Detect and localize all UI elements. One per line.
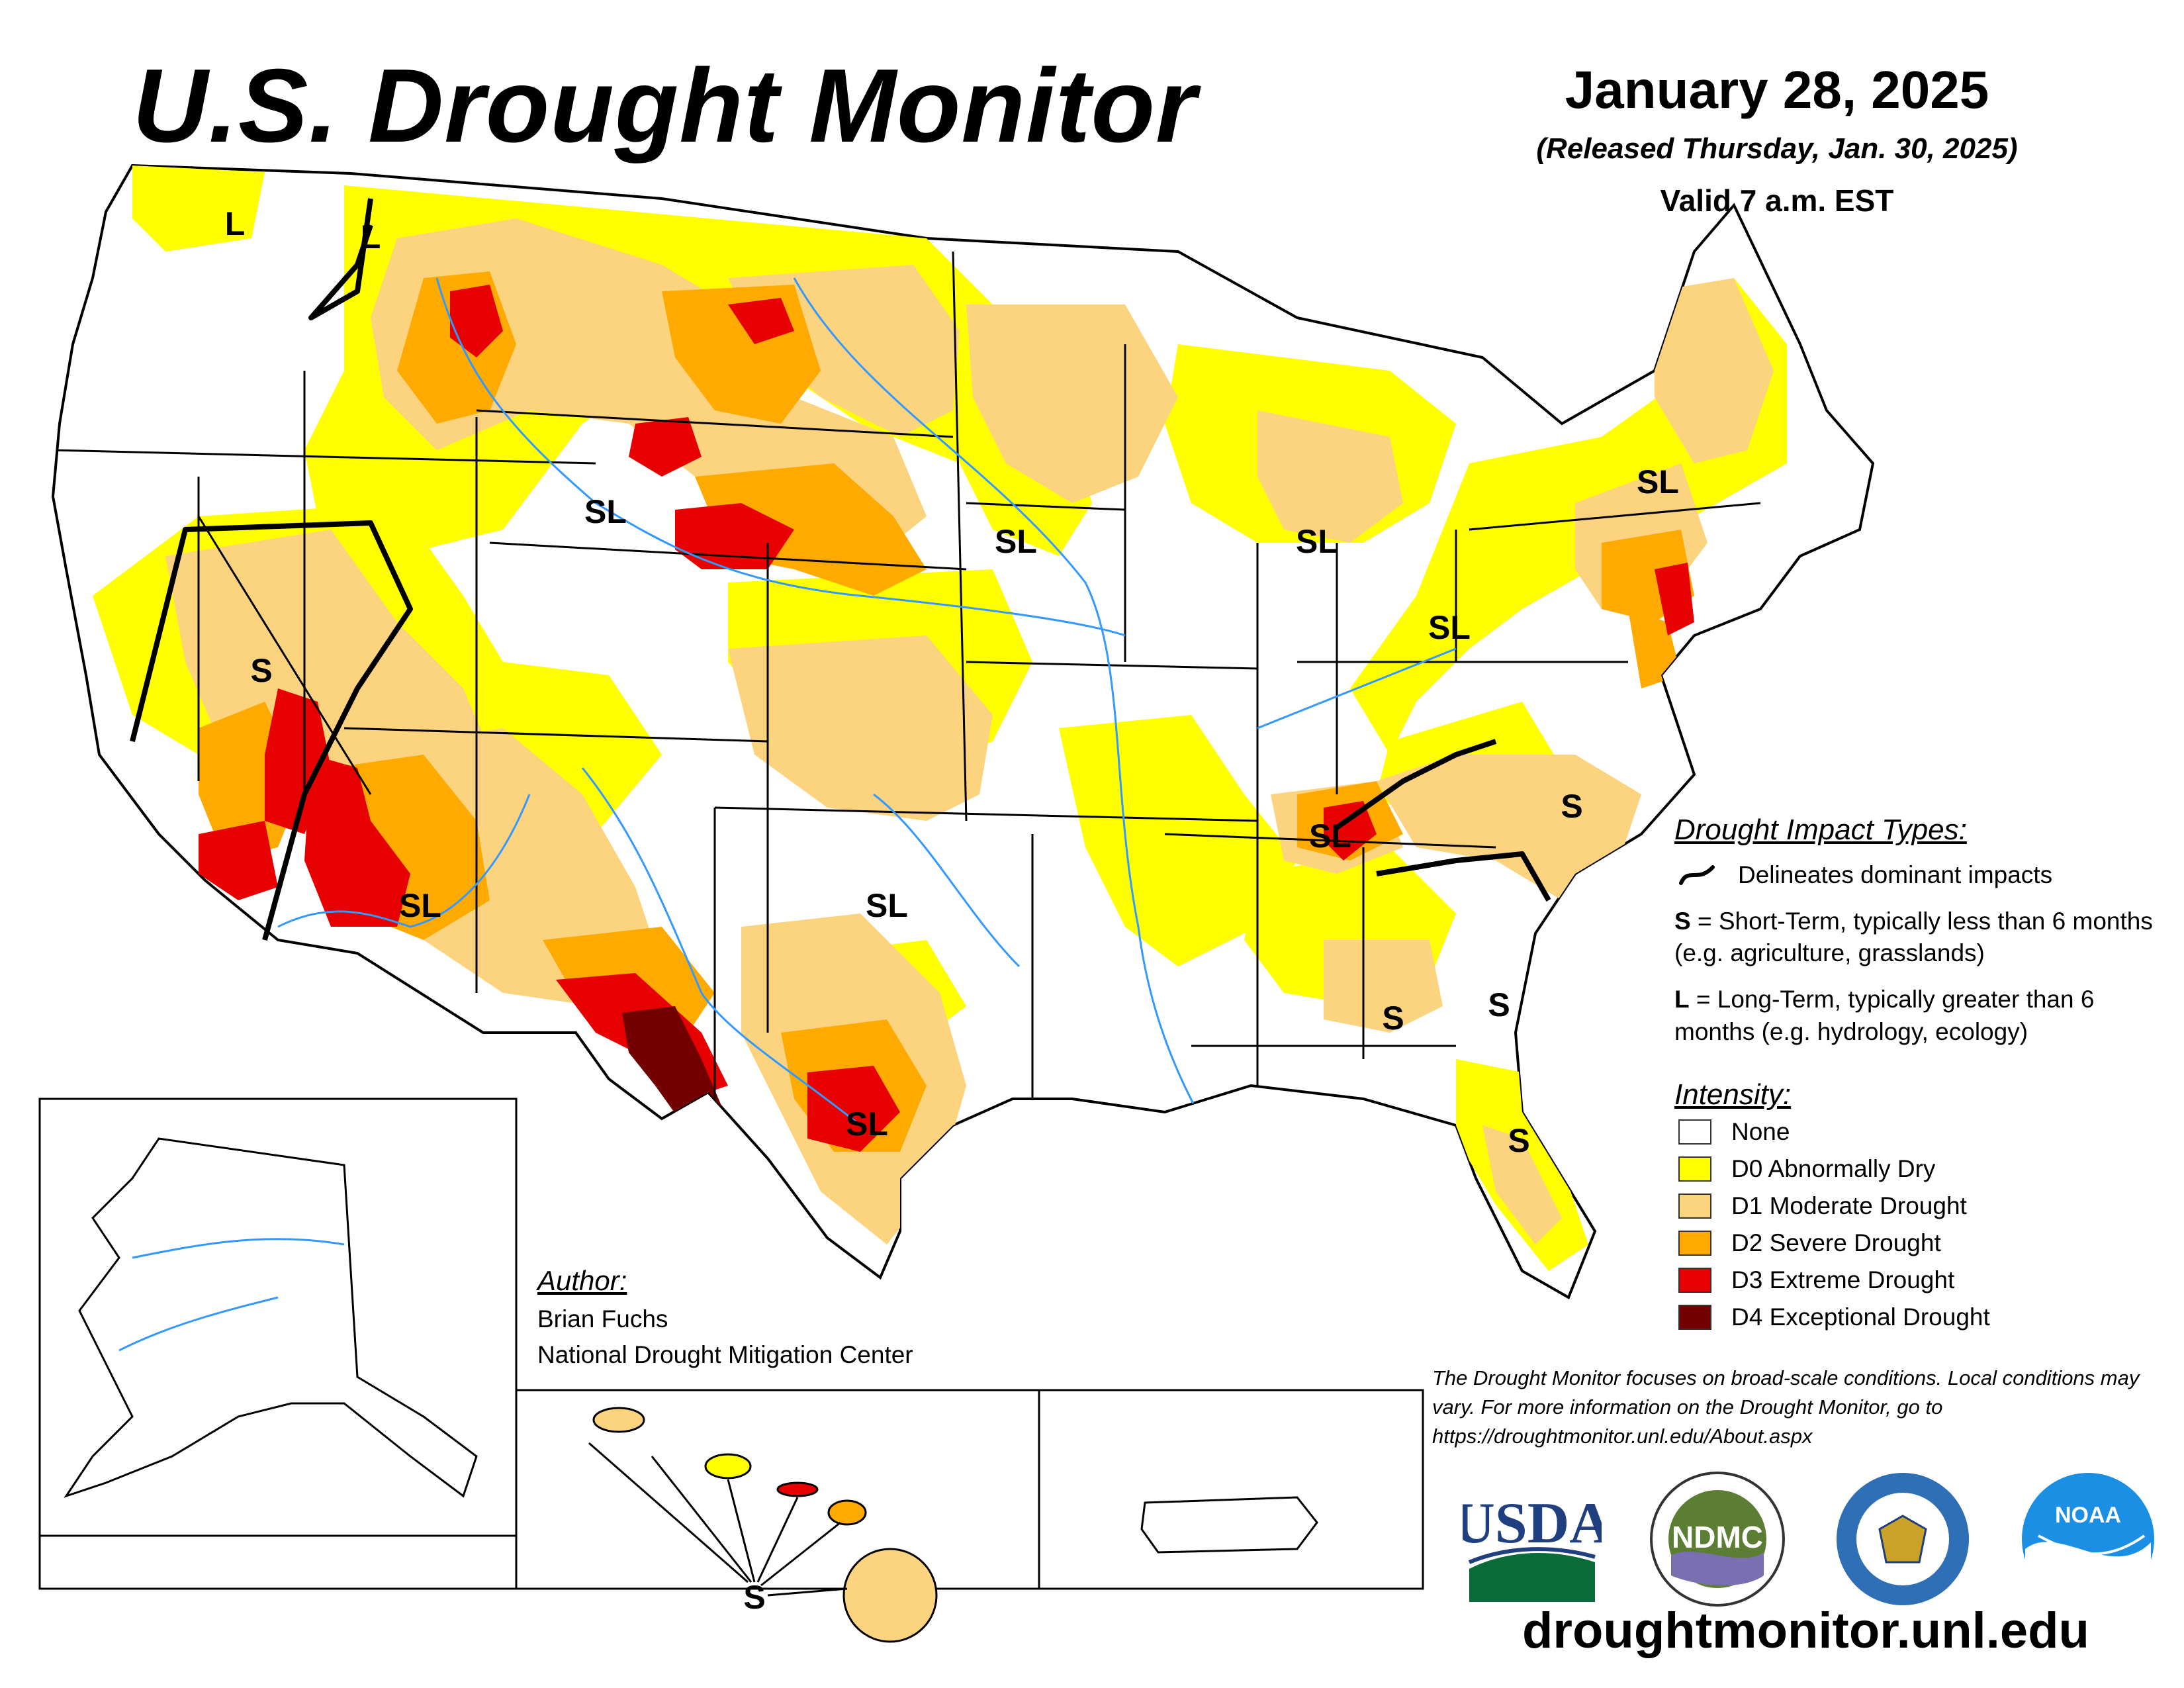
- intensity-heading: Intensity:: [1674, 1078, 1792, 1111]
- release-date: (Released Thursday, Jan. 30, 2025): [1536, 132, 2018, 165]
- map-title: U.S. Drought Monitor: [132, 48, 1197, 164]
- author-name: Brian Fuchs: [537, 1305, 668, 1333]
- label-fl-s: S: [1508, 1122, 1529, 1159]
- legend: Drought Impact Types: Delineates dominan…: [1674, 811, 2177, 1336]
- label-wv-sl: SL: [1428, 609, 1471, 646]
- alaska-rivers: [118, 1238, 345, 1352]
- intensity-row-d2: D2 Severe Drought: [1674, 1225, 2177, 1262]
- partner-logos: USDA NDMC NOAA: [1449, 1470, 2177, 1622]
- intensity-label: D4 Exceptional Drought: [1731, 1303, 1990, 1331]
- noaa-logo: NOAA: [2022, 1473, 2154, 1608]
- label-mi-sl: SL: [1296, 523, 1338, 560]
- impact-delineation-lines: [130, 198, 1551, 941]
- label-nc-s: S: [1561, 788, 1582, 825]
- alaska-shape: [64, 1137, 478, 1498]
- delineation-label: Delineates dominant impacts: [1738, 861, 2053, 889]
- delineation-line-icon: [1679, 865, 1715, 886]
- author-organization: National Drought Mitigation Center: [537, 1340, 913, 1368]
- ndmc-wordmark: NDMC: [1672, 1520, 1763, 1554]
- date-block: January 28, 2025 (Released Thursday, Jan…: [1443, 60, 2111, 218]
- swatch-none: [1678, 1119, 1711, 1145]
- rivers: [277, 277, 1457, 1127]
- usda-wordmark: USDA: [1463, 1491, 1602, 1556]
- website-url[interactable]: droughtmonitor.unl.edu: [1522, 1603, 2089, 1659]
- long-term-key: L: [1674, 986, 1690, 1013]
- intensity-label: D2 Severe Drought: [1731, 1229, 1941, 1256]
- noaa-wordmark: NOAA: [2055, 1503, 2121, 1528]
- short-term-key: S: [1674, 908, 1691, 935]
- label-ia-sl: SL: [995, 523, 1037, 560]
- label-wa-l: L: [225, 205, 246, 242]
- delineation-legend-row: Delineates dominant impacts: [1674, 859, 2177, 891]
- label-hi-s: S: [743, 1579, 765, 1616]
- long-term-text: = Long-Term, typically greater than 6 mo…: [1674, 986, 2095, 1045]
- puerto-rico-inset-frame: [1038, 1389, 1424, 1590]
- label-ok-sl: SL: [866, 887, 908, 924]
- commerce-logo: [1837, 1473, 1969, 1605]
- label-ga-s: S: [1488, 986, 1510, 1023]
- drought-areas: [93, 165, 1787, 1271]
- swatch-d3: [1678, 1267, 1711, 1293]
- impact-labels: L L SL SL SL SL SL S SL SL SL SL S S S S…: [225, 205, 1679, 1616]
- intensity-label: None: [1731, 1117, 1790, 1145]
- swatch-d0: [1678, 1156, 1711, 1182]
- label-tn-sl: SL: [1309, 818, 1351, 855]
- map-date: January 28, 2025: [1565, 60, 1989, 119]
- label-id-l: L: [361, 218, 381, 256]
- intensity-label: D3 Extreme Drought: [1731, 1266, 1955, 1293]
- impact-types-heading: Drought Impact Types:: [1674, 814, 1967, 846]
- intensity-label: D0 Abnormally Dry: [1731, 1154, 1936, 1182]
- label-al-s: S: [1382, 1000, 1404, 1037]
- intensity-row-d4: D4 Exceptional Drought: [1674, 1299, 2177, 1336]
- d3-areas: [199, 285, 1694, 1152]
- author-block: Author: Brian Fuchs National Drought Mit…: [537, 1261, 913, 1372]
- short-term-description: S = Short-Term, typically less than 6 mo…: [1674, 906, 2177, 969]
- intensity-label: D1 Moderate Drought: [1731, 1192, 1967, 1219]
- label-ny-sl: SL: [1637, 463, 1679, 500]
- intensity-row-d3: D3 Extreme Drought: [1674, 1262, 2177, 1299]
- intensity-row-d0: D0 Abnormally Dry: [1674, 1150, 2177, 1188]
- label-az-sl: SL: [399, 887, 441, 924]
- puerto-rico-shape: [1140, 1496, 1318, 1554]
- long-term-description: L = Long-Term, typically greater than 6 …: [1674, 984, 2177, 1047]
- hawaii-callout-lines: [588, 1442, 848, 1597]
- swatch-d4: [1678, 1304, 1711, 1330]
- intensity-row-none: None: [1674, 1113, 2177, 1150]
- intensity-row-d1: D1 Moderate Drought: [1674, 1188, 2177, 1225]
- label-nv-s: S: [250, 652, 272, 689]
- state-boundaries: [53, 251, 1761, 1099]
- ndmc-logo: NDMC: [1650, 1472, 1785, 1607]
- label-wy-sl: SL: [584, 493, 627, 530]
- hawaii-islands: [592, 1407, 938, 1643]
- label-tx-sl: SL: [846, 1105, 888, 1143]
- disclaimer-text: The Drought Monitor focuses on broad-sca…: [1432, 1366, 2140, 1448]
- author-heading: Author:: [537, 1265, 627, 1296]
- valid-time: Valid 7 a.m. EST: [1660, 183, 1894, 218]
- swatch-d1: [1678, 1193, 1711, 1219]
- swatch-d2: [1678, 1230, 1711, 1256]
- short-term-text: = Short-Term, typically less than 6 mont…: [1674, 908, 2153, 967]
- usda-logo: USDA: [1463, 1491, 1602, 1602]
